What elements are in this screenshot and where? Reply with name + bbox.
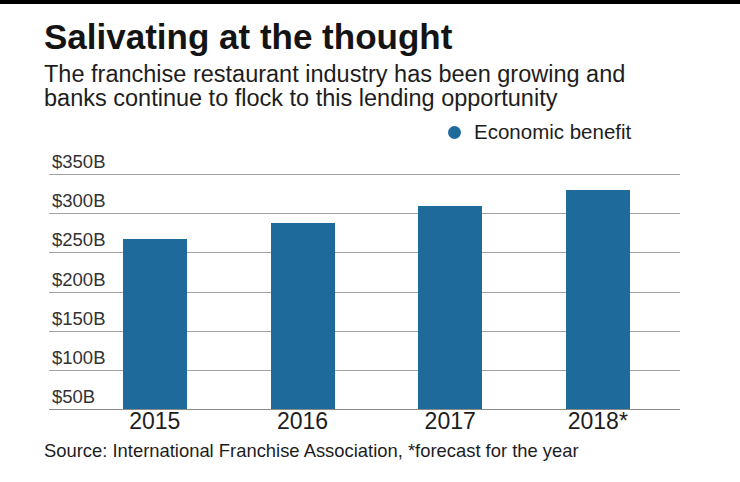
- bar-2017: [418, 206, 482, 409]
- source-note: Source: International Franchise Associat…: [44, 440, 579, 462]
- chart-subtitle: The franchise restaurant industry has be…: [44, 63, 625, 110]
- legend-dot-icon: [448, 126, 461, 139]
- y-axis-label: $50B: [52, 388, 95, 406]
- y-axis-label: $300B: [52, 192, 106, 210]
- y-axis-label: $150B: [52, 310, 106, 328]
- plot-area: $350B$300B$250B$200B$150B$100B$50B: [49, 174, 680, 409]
- subtitle-line-1: The franchise restaurant industry has be…: [44, 61, 625, 87]
- y-axis-label: $100B: [52, 349, 106, 367]
- x-axis-label: 2018*: [538, 408, 658, 435]
- bar-2016: [271, 223, 335, 409]
- y-axis-label: $250B: [52, 231, 106, 249]
- top-border-rule: [0, 0, 740, 4]
- x-axis-label: 2017: [390, 408, 510, 435]
- legend: Economic benefit: [448, 120, 631, 144]
- subtitle-line-2: banks continue to flock to this lending …: [44, 85, 557, 111]
- y-axis-label: $350B: [52, 153, 106, 171]
- bar-2018*: [566, 190, 630, 409]
- x-axis-label: 2015: [95, 408, 215, 435]
- gridline: [49, 174, 680, 175]
- bar-2015: [123, 239, 187, 409]
- chart-title: Salivating at the thought: [44, 18, 452, 56]
- y-axis-label: $200B: [52, 271, 106, 289]
- legend-label: Economic benefit: [474, 120, 631, 144]
- x-axis-label: 2016: [243, 408, 363, 435]
